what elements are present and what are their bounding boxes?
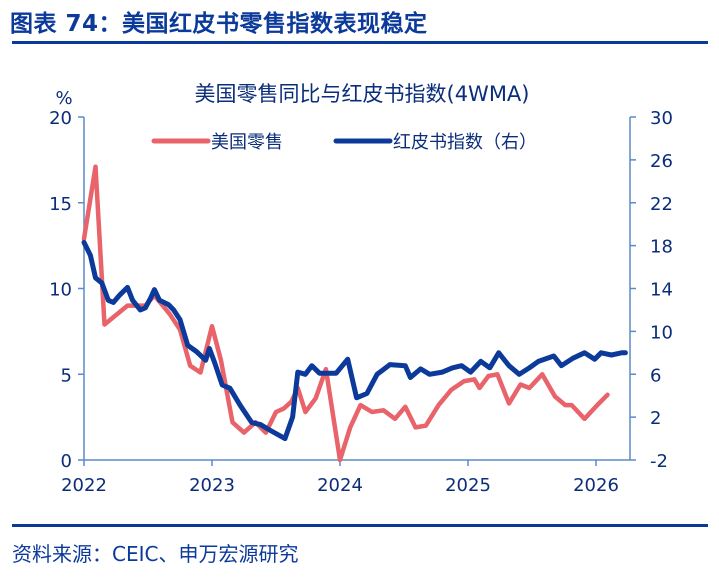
- line-chart: 美国零售同比与红皮书指数(4WMA) % 05101520-2261014182…: [49, 82, 673, 496]
- x-tick-label: 2026: [573, 475, 619, 496]
- legend-label-redbook: 红皮书指数（右）: [393, 132, 537, 153]
- y-tick-label-right: 10: [650, 322, 673, 343]
- x-tick-label: 2023: [189, 475, 235, 496]
- y-tick-label-left: 20: [49, 108, 72, 129]
- y-axis-label: %: [55, 88, 72, 109]
- source-note: 资料来源：CEIC、申万宏源研究: [12, 542, 299, 566]
- x-tick-label: 2024: [317, 475, 363, 496]
- footer-divider: [12, 524, 708, 527]
- y-tick-label-left: 0: [61, 451, 72, 472]
- y-tick-label-right: -2: [650, 451, 668, 472]
- y-tick-label-right: 14: [650, 280, 673, 301]
- figure-title: 图表 74：美国红皮书零售指数表现稳定: [10, 11, 428, 37]
- y-tick-label-left: 10: [49, 280, 72, 301]
- y-tick-label-right: 6: [650, 365, 661, 386]
- legend-label-retail: 美国零售: [211, 132, 283, 153]
- y-tick-label-right: 30: [650, 108, 673, 129]
- y-tick-label-right: 18: [650, 237, 673, 258]
- series-layer: [81, 164, 628, 463]
- y-tick-label-right: 26: [650, 151, 673, 172]
- y-tick-label-left: 5: [61, 365, 72, 386]
- series-line-redbook: [81, 239, 628, 442]
- y-tick-label-left: 15: [49, 194, 72, 215]
- y-tick-label-right: 2: [650, 408, 661, 429]
- legend: 美国零售 红皮书指数（右）: [151, 132, 537, 153]
- y-tick-label-right: 22: [650, 194, 673, 215]
- x-tick-label: 2022: [61, 475, 107, 496]
- title-divider: [12, 41, 708, 44]
- series-line-retail: [81, 164, 610, 463]
- chart-title: 美国零售同比与红皮书指数(4WMA): [195, 82, 530, 106]
- x-tick-label: 2025: [445, 475, 491, 496]
